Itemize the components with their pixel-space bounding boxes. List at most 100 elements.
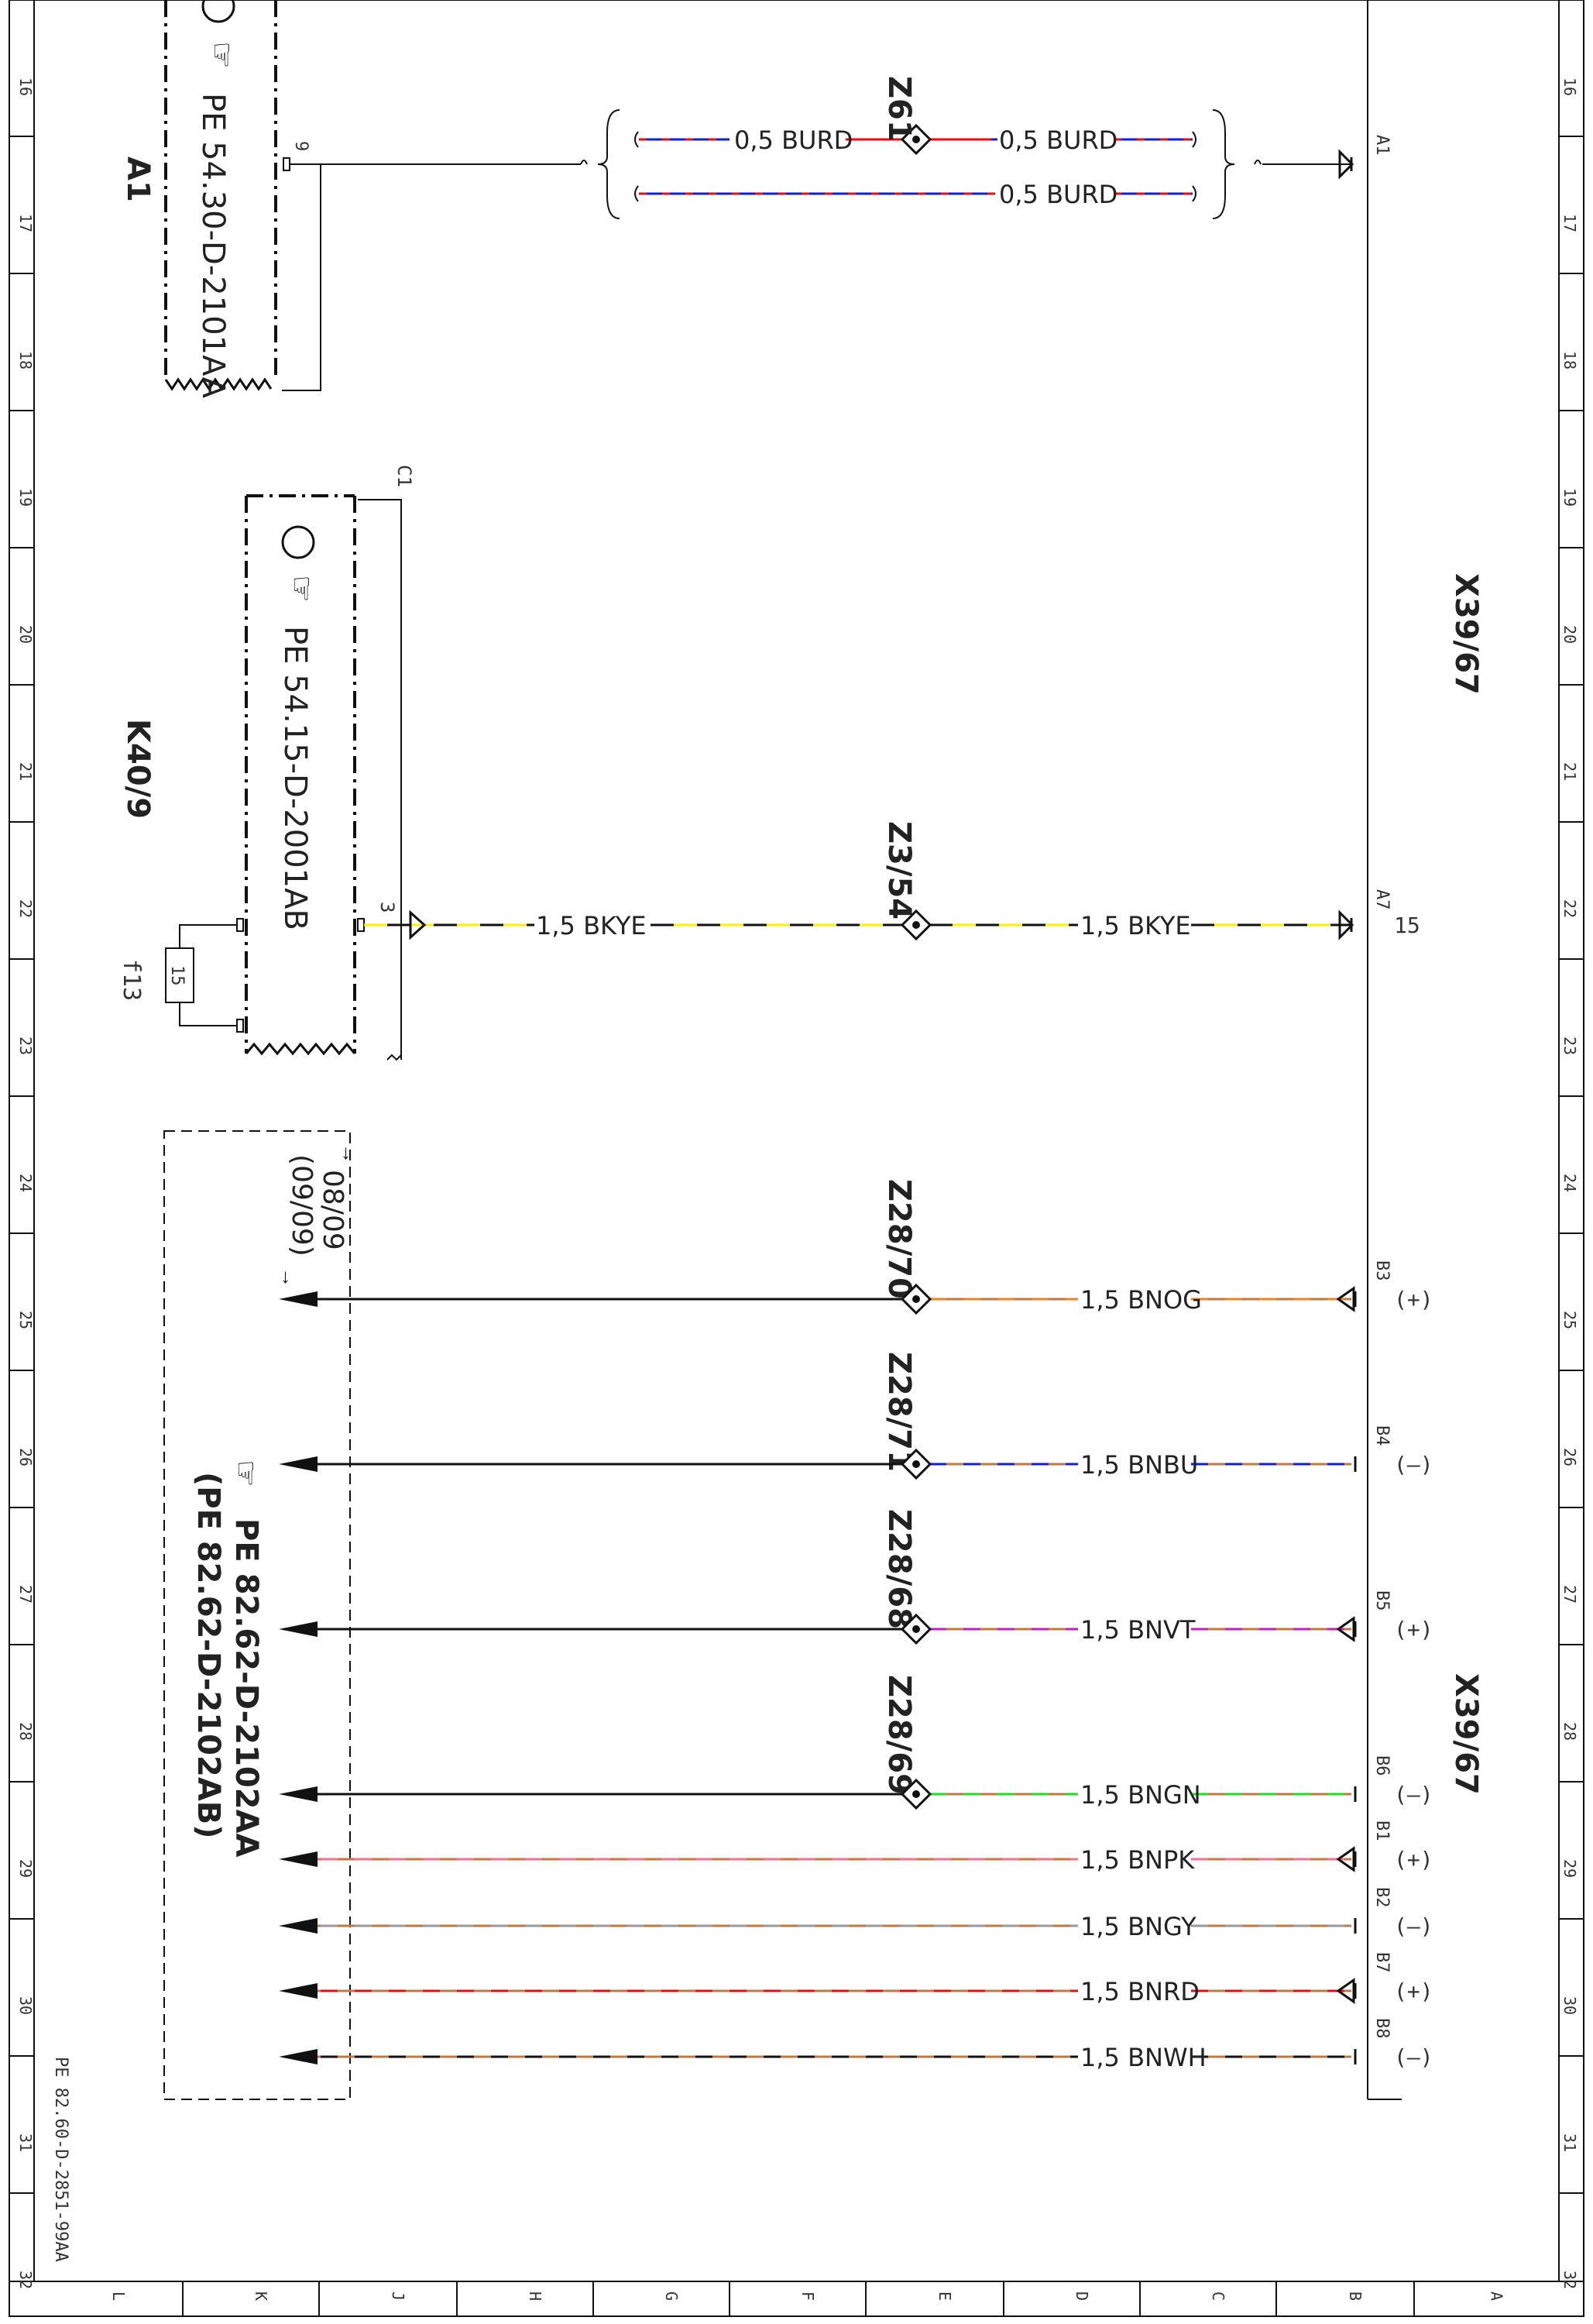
row-number-left: 30: [16, 1996, 35, 2015]
pointing-hand-icon: ☞: [204, 41, 239, 69]
k40-label: K40/9: [120, 719, 156, 819]
pin-label: B1: [1372, 1820, 1392, 1841]
splice-z3-54: Z3/54: [881, 821, 917, 920]
row-number-left: 32: [16, 2271, 35, 2289]
row-number-left: 20: [16, 625, 35, 644]
a1-label: A1: [120, 156, 156, 202]
pin-label: B5: [1372, 1590, 1392, 1611]
ref-pe-82-62-aa: PE 82.62-D-2102AA: [228, 1518, 264, 1858]
row-number-left: 18: [16, 351, 35, 370]
wire-row: 1,5 BNGN B6(–): [279, 1755, 1433, 1810]
k40-ref: PE 54.15-D-2001AB: [277, 626, 313, 930]
row-number-left: 29: [16, 1859, 35, 1878]
k40-pin-c1: C1: [393, 465, 415, 487]
wire-bkye: 1,5 BKYE 1,5 BKYE Z3/54 A7 15: [364, 821, 1420, 941]
pin-label: B3: [1372, 1260, 1392, 1281]
wire-label: 1,5 BNGY: [1080, 1912, 1196, 1941]
arrow-down-icon: ↓: [341, 1140, 351, 1164]
transistor-icon: [281, 525, 315, 559]
row-number-right: 31: [1560, 2133, 1579, 2152]
pointing-hand-icon: ☞: [228, 1459, 263, 1487]
column-letter: D: [1073, 2291, 1091, 2301]
row-number-right: 29: [1560, 1859, 1579, 1878]
splice-z28-69: Z28/69: [881, 1675, 917, 1795]
arrow-left-icon: [279, 1983, 318, 1999]
wire-row: 1,5 BNOG B3(+): [279, 1260, 1433, 1315]
a1-component: ☞ PE 54.30-D-2101AA A1 9: [120, 0, 581, 399]
wire-bkye-left: 1,5 BKYE: [536, 911, 647, 940]
x39-connector-bar: [1367, 0, 1402, 2100]
fuse-id: f13: [118, 959, 145, 1001]
k40-component: ☞ PE 54.15-D-2001AB K40/9 C1 3 15 f13: [118, 465, 415, 1061]
row-number-left: 22: [16, 899, 35, 918]
column-letter: A: [1488, 2291, 1506, 2301]
wire-label: 1,5 BNRD: [1080, 1977, 1200, 2006]
row-number-right: 28: [1560, 1722, 1579, 1741]
pointing-hand-icon: ☞: [284, 575, 318, 603]
pin-label: B4: [1372, 1425, 1392, 1446]
wire-row: 1,5 BNPK B1(+): [279, 1820, 1433, 1875]
pin-polarity: (–): [1394, 1452, 1433, 1477]
column-letter: J: [389, 2291, 407, 2301]
pin-a7-number: 15: [1394, 913, 1420, 938]
splice-z28-70: Z28/70: [881, 1179, 917, 1299]
row-number-right: 16: [1560, 77, 1579, 96]
splice-z61-marker: [900, 123, 932, 156]
ref-arrow-08-09: 08/09: [317, 1170, 348, 1250]
row-number-right: 30: [1560, 1996, 1579, 2015]
wire-row: 1,5 BNRD B7(+): [279, 1952, 1433, 2006]
wire-bkye-right: 1,5 BKYE: [1080, 911, 1191, 940]
column-letter: L: [109, 2291, 128, 2301]
pin-polarity: (–): [1394, 1782, 1433, 1807]
row-number-left: 17: [16, 214, 35, 232]
pin-polarity: (+): [1394, 1847, 1433, 1872]
fuse-value: 15: [167, 965, 187, 986]
sheet-frame: [9, 0, 1584, 2317]
row-number-left: 16: [16, 77, 35, 96]
pin-label: B6: [1372, 1755, 1392, 1776]
splice-z28-68: Z28/68: [881, 1509, 917, 1629]
pin-polarity: (–): [1394, 1913, 1433, 1939]
column-letter: G: [662, 2291, 681, 2301]
column-letter: C: [1209, 2291, 1227, 2301]
arrow-left-icon: [279, 1851, 318, 1867]
row-number-right: 23: [1560, 1037, 1579, 1055]
wire-burd-left: 0,5 BURD: [734, 125, 853, 155]
arrow-left-icon: [279, 1918, 318, 1934]
row-number-left: 25: [16, 1311, 35, 1329]
row-number-right: 19: [1560, 488, 1579, 507]
reference-box: 08/09 (09/09) ↓ ↓ ☞ PE 82.62-D-2102AA (P…: [163, 1130, 351, 2100]
ref-pe-82-62-ab: (PE 82.62-D-2102AB): [191, 1472, 226, 1839]
drawing-number: PE 82.60-D-2851-99AA: [51, 2057, 70, 2262]
row-number-right: 18: [1560, 351, 1579, 370]
arrow-left-icon: [279, 1291, 318, 1307]
transistor-icon: [201, 0, 235, 23]
arrow-left-icon: [279, 1621, 318, 1637]
column-letter: F: [798, 2291, 817, 2301]
arrow-left-icon: [279, 1456, 318, 1472]
row-number-left: 19: [16, 488, 35, 507]
wire-row: 1,5 BNWH B8(–): [279, 2018, 1433, 2072]
pin-a1-label: A1: [1372, 135, 1392, 156]
x39-label-top: X39/67: [1448, 573, 1484, 695]
splice-z28-71: Z28/71: [881, 1352, 917, 1472]
a1-ref: PE 54.30-D-2101AA: [195, 93, 231, 399]
column-letter: H: [526, 2291, 544, 2301]
row-number-right: 27: [1560, 1585, 1579, 1604]
pin-polarity: (+): [1394, 1617, 1433, 1642]
column-letter: B: [1346, 2291, 1365, 2301]
wire-label: 1,5 BNPK: [1080, 1845, 1195, 1875]
pin-label: B7: [1372, 1952, 1392, 1973]
a1-pin-9: 9: [291, 141, 311, 151]
row-number-right: 26: [1560, 1448, 1579, 1466]
wire-label: 1,5 BNGN: [1080, 1780, 1201, 1810]
arrow-down-icon: ↓: [280, 1264, 290, 1287]
wire-label: 1,5 BNWH: [1080, 2043, 1207, 2072]
column-letter: E: [936, 2291, 954, 2301]
row-number-left: 27: [16, 1585, 35, 1604]
column-letter: K: [252, 2291, 270, 2301]
row-number-left: 21: [16, 762, 35, 781]
burd-harness: A1 0,5 BURD 0,5 BURD 0,5 BURD Z61: [580, 76, 1392, 219]
